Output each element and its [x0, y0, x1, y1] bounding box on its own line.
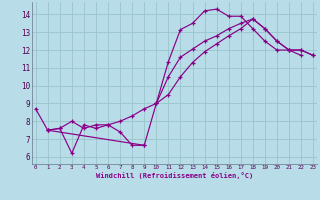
X-axis label: Windchill (Refroidissement éolien,°C): Windchill (Refroidissement éolien,°C)	[96, 172, 253, 179]
